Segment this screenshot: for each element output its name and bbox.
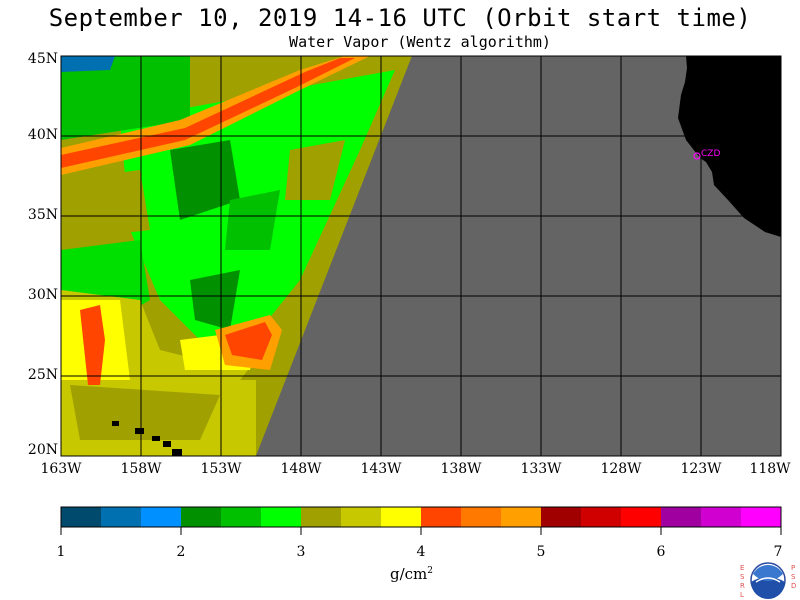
colorbar-segment [741,507,782,527]
colorbar-segment [461,507,502,527]
svg-text:S: S [740,573,745,581]
lon-label-163w: 163W [40,461,82,477]
graticule [61,56,781,456]
lat-label-35n: 35N [27,207,58,223]
svg-text:R: R [740,582,745,590]
lon-label-153w: 153W [200,461,242,477]
colorbar-segment [221,507,262,527]
swath-blue [61,56,115,72]
colorbar-segment [141,507,182,527]
hawaii-islands [112,421,182,456]
colorbar-segment [61,507,102,527]
colorbar-tick-3: 3 [296,544,306,560]
lon-label-118w: 118W [749,461,791,477]
colorbar-tick-5: 5 [536,544,546,560]
lat-label-40n: 40N [27,127,58,143]
lon-label-143w: 143W [360,461,402,477]
swath-darkgreen [61,56,190,140]
colorbar-segment [661,507,702,527]
colorbar-segment [101,507,142,527]
colorbar-tick-4: 4 [416,544,426,560]
lon-label-123w: 123W [680,461,722,477]
colorbar-segment [701,507,742,527]
colorbar-segment [621,507,662,527]
map-title: September 10, 2019 14-16 UTC (Orbit star… [48,4,752,32]
logo-left-text-e: E [740,564,744,572]
colorbar-tick-1: 1 [56,544,66,560]
svg-text:L: L [740,591,744,599]
colorbar-segment [181,507,222,527]
lon-label-158w: 158W [120,461,162,477]
station-label: CZD [701,149,720,159]
unit-exponent: 2 [427,566,434,576]
colorbar-segment [581,507,622,527]
map-frame [60,55,782,457]
colorbar-segment [341,507,382,527]
lon-label-138w: 138W [440,461,482,477]
colorbar [61,507,782,527]
map-subtitle: Water Vapor (Wentz algorithm) [289,33,551,51]
lat-label-20n: 20N [27,442,58,458]
colorbar-ticks [60,527,782,535]
logo-right-text-p: P [791,564,795,572]
swath-edge-nodata [256,56,781,456]
colorbar-segment [381,507,422,527]
unit-base: g/cm [390,565,428,583]
noaa-logo: E S R L P S D [740,562,796,599]
land-mass [678,56,781,237]
lat-label-30n: 30N [27,287,58,303]
colorbar-tick-6: 6 [656,544,666,560]
lon-label-148w: 148W [280,461,322,477]
colorbar-segment [541,507,582,527]
lon-label-133w: 133W [520,461,562,477]
lat-label-25n: 25N [27,367,58,383]
svg-text:D: D [791,582,796,590]
colorbar-unit: g/cm2 [390,565,433,583]
colorbar-tick-2: 2 [176,544,186,560]
svg-text:S: S [791,573,796,581]
colorbar-tick-7: 7 [773,544,783,560]
colorbar-segment [421,507,462,527]
station-marker [693,152,701,160]
colorbar-segment [261,507,302,527]
colorbar-segment [301,507,342,527]
colorbar-segment [501,507,542,527]
lon-label-128w: 128W [600,461,642,477]
lat-label-45n: 45N [27,51,58,67]
